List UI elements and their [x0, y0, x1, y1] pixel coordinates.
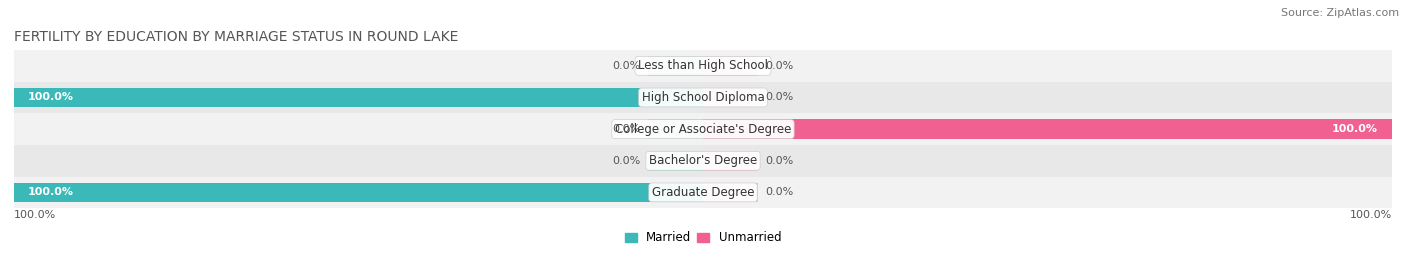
- Text: 0.0%: 0.0%: [765, 61, 793, 71]
- Text: 0.0%: 0.0%: [613, 156, 641, 166]
- Bar: [14, 145, 1392, 176]
- Legend: Married, Unmarried: Married, Unmarried: [620, 227, 786, 249]
- Text: Bachelor's Degree: Bachelor's Degree: [650, 154, 756, 167]
- Text: 0.0%: 0.0%: [765, 156, 793, 166]
- Text: High School Diploma: High School Diploma: [641, 91, 765, 104]
- Text: 100.0%: 100.0%: [28, 187, 75, 197]
- Bar: [648, 151, 703, 171]
- Bar: [14, 82, 1392, 113]
- Text: FERTILITY BY EDUCATION BY MARRIAGE STATUS IN ROUND LAKE: FERTILITY BY EDUCATION BY MARRIAGE STATU…: [14, 30, 458, 44]
- Bar: [14, 113, 1392, 145]
- Text: 100.0%: 100.0%: [1331, 124, 1378, 134]
- Text: 0.0%: 0.0%: [613, 124, 641, 134]
- Bar: [703, 183, 758, 202]
- Bar: [14, 50, 1392, 82]
- Text: 100.0%: 100.0%: [28, 93, 75, 102]
- Bar: [14, 183, 703, 202]
- Bar: [703, 88, 758, 107]
- Text: 0.0%: 0.0%: [765, 187, 793, 197]
- Text: Less than High School: Less than High School: [638, 59, 768, 72]
- Text: 100.0%: 100.0%: [14, 210, 56, 220]
- Text: College or Associate's Degree: College or Associate's Degree: [614, 123, 792, 136]
- Bar: [14, 88, 703, 107]
- Text: 0.0%: 0.0%: [765, 93, 793, 102]
- Text: 0.0%: 0.0%: [613, 61, 641, 71]
- Text: Graduate Degree: Graduate Degree: [652, 186, 754, 199]
- Bar: [703, 119, 1392, 139]
- Bar: [703, 56, 758, 76]
- Bar: [648, 56, 703, 76]
- Bar: [703, 151, 758, 171]
- Bar: [14, 176, 1392, 208]
- Text: 100.0%: 100.0%: [1350, 210, 1392, 220]
- Bar: [648, 119, 703, 139]
- Text: Source: ZipAtlas.com: Source: ZipAtlas.com: [1281, 8, 1399, 18]
